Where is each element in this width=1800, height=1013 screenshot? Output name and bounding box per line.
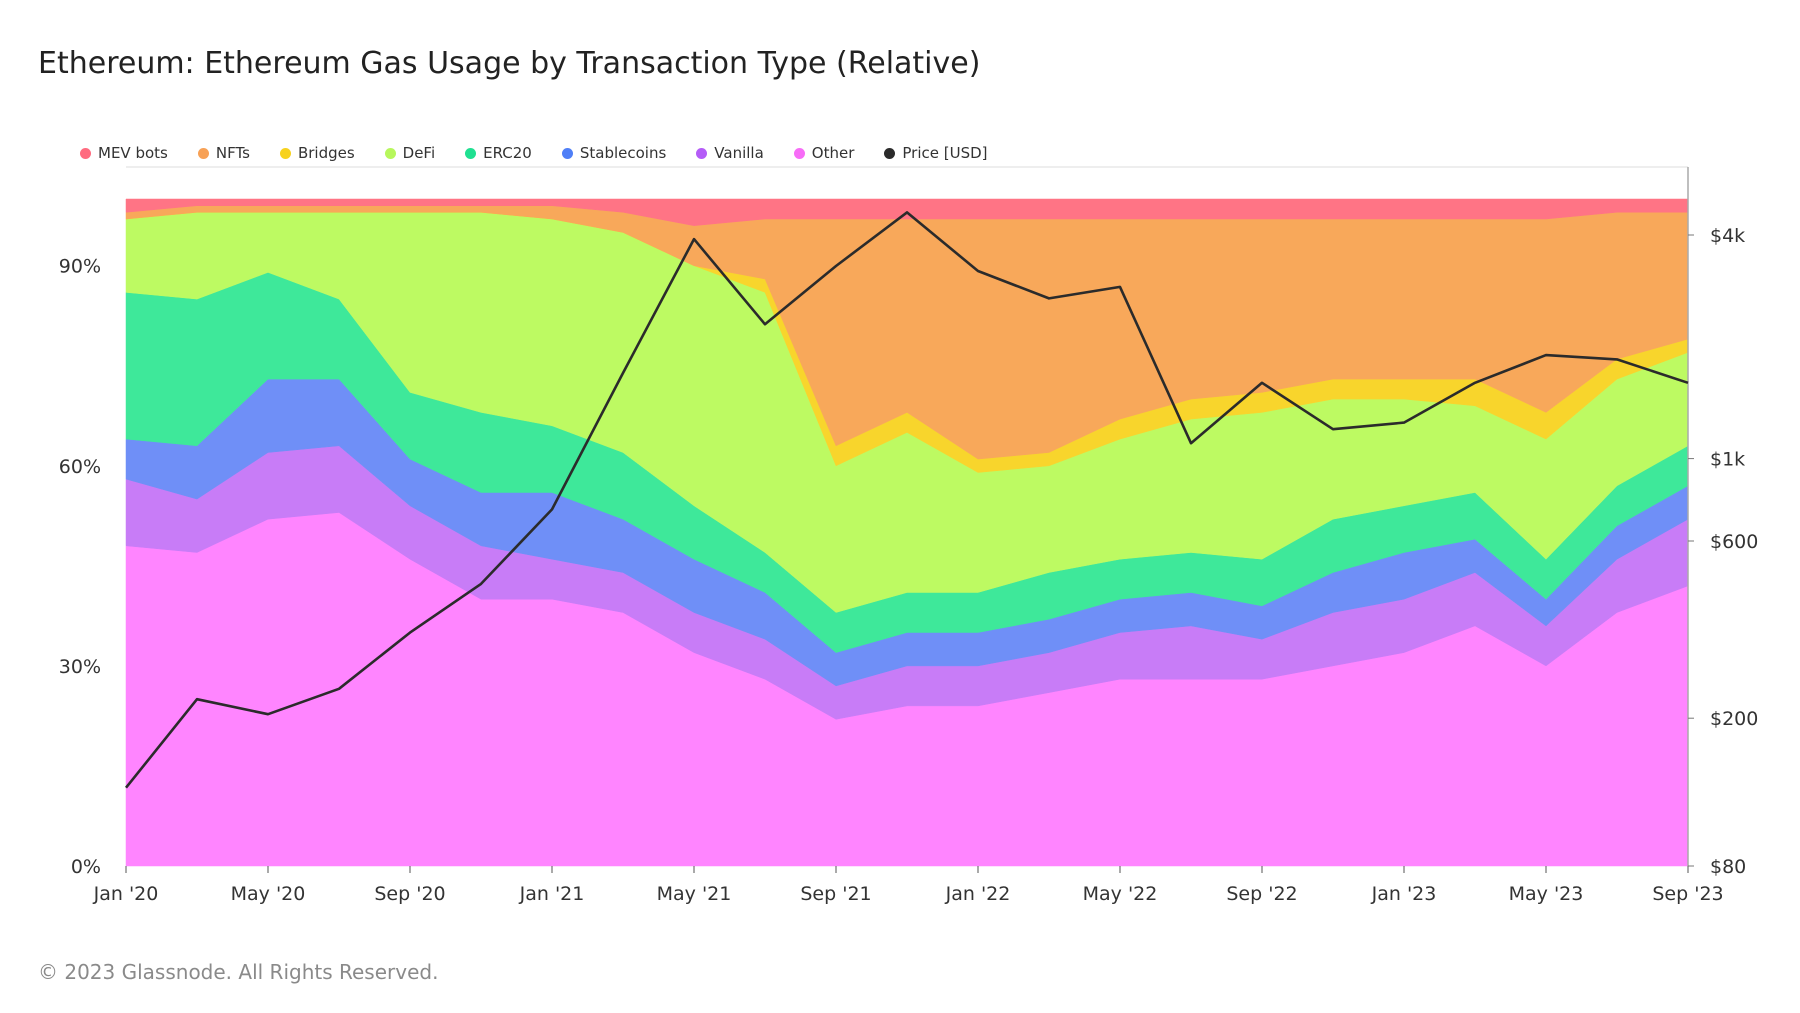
- y-right-tick-label: $4k: [1710, 225, 1745, 247]
- legend-label: Stablecoins: [579, 144, 667, 162]
- y-left-tick-label: 30%: [59, 656, 101, 678]
- legend-item[interactable]: Stablecoins: [561, 144, 667, 162]
- legend-item[interactable]: Bridges: [279, 144, 355, 162]
- price-line: [124, 211, 1689, 789]
- y-right-tick-label: $1k: [1710, 449, 1745, 471]
- legend-dot-icon: [80, 147, 91, 159]
- legend-dot-icon: [884, 147, 896, 159]
- legend-dot-icon: [696, 147, 708, 159]
- legend-label: ERC20: [483, 144, 532, 162]
- legend-label: NFTs: [215, 144, 250, 162]
- chart-legend: MEV bots NFTs Bridges DeFi ERC20 Stablecoins V…: [80, 144, 1018, 162]
- y-right-tick-label: $200: [1710, 708, 1758, 730]
- price-line-group: [124, 211, 1689, 789]
- legend-dot-icon: [465, 147, 477, 159]
- x-tick-label: Jan '22: [945, 883, 1011, 905]
- y-axis-right: $80 $200 $600 $1k $4k: [1688, 225, 1758, 878]
- legend-dot-icon: [197, 147, 209, 159]
- legend-item[interactable]: DeFi: [384, 144, 436, 162]
- legend-item[interactable]: Vanilla: [696, 144, 764, 162]
- legend-item[interactable]: MEV bots: [80, 144, 168, 162]
- x-tick-label: May '23: [1509, 883, 1584, 905]
- x-tick-label: Sep '22: [1226, 883, 1297, 905]
- x-tick-label: Sep '23: [1652, 883, 1723, 905]
- chart-title: Ethereum: Ethereum Gas Usage by Transact…: [38, 46, 981, 81]
- legend-label: DeFi: [402, 144, 436, 162]
- x-tick-label: Jan '21: [519, 883, 585, 905]
- stacked-areas: [125, 198, 1689, 867]
- x-tick-label: Sep '20: [374, 883, 445, 905]
- y-left-tick-label: 60%: [59, 456, 101, 478]
- x-tick-label: Sep '21: [800, 883, 871, 905]
- y-left-tick-label: 0%: [71, 856, 101, 878]
- x-tick-label: May '20: [231, 883, 306, 905]
- legend-item[interactable]: Price [USD]: [884, 144, 988, 162]
- legend-dot-icon: [279, 147, 291, 159]
- legend-label: Other: [811, 144, 855, 162]
- legend-item[interactable]: NFTs: [197, 144, 250, 162]
- legend-label: Price [USD]: [902, 144, 988, 162]
- x-tick-label: May '21: [657, 883, 732, 905]
- legend-dot-icon: [384, 147, 396, 159]
- y-right-tick-label: $80: [1710, 856, 1746, 878]
- x-axis: Jan '20 May '20 Sep '20 Jan '21 May '21 Sep '…: [93, 866, 1724, 905]
- y-right-tick-label: $600: [1710, 531, 1758, 553]
- x-tick-label: May '22: [1083, 883, 1158, 905]
- x-tick-label: Jan '23: [1371, 883, 1437, 905]
- y-axis-left: 0% 30% 60% 90%: [59, 256, 101, 878]
- copyright-footer: © 2023 Glassnode. All Rights Reserved.: [38, 960, 439, 984]
- legend-dot-icon: [793, 147, 805, 159]
- legend-dot-icon: [561, 147, 573, 159]
- legend-label: MEV bots: [98, 144, 168, 162]
- y-left-tick-label: 90%: [59, 256, 101, 278]
- legend-label: Bridges: [297, 144, 355, 162]
- legend-item[interactable]: ERC20: [465, 144, 532, 162]
- plot-frame: [126, 166, 1689, 866]
- legend-item[interactable]: Other: [793, 144, 855, 162]
- x-tick-label: Jan '20: [93, 883, 159, 905]
- legend-label: Vanilla: [714, 144, 764, 162]
